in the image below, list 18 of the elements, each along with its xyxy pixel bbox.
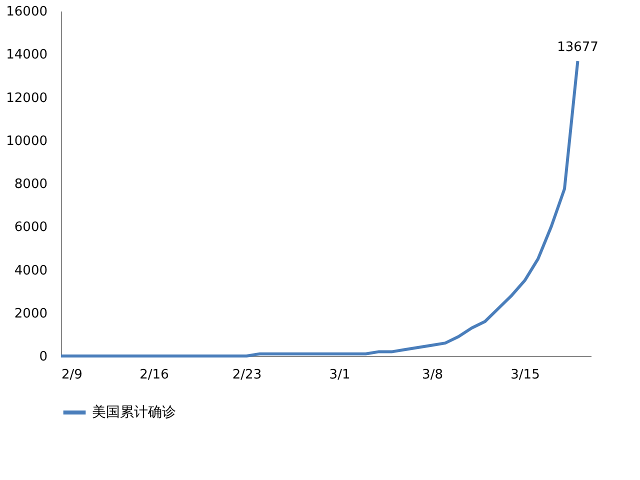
x-tick-label: 3/15 bbox=[510, 368, 540, 382]
y-tick-label: 2000 bbox=[14, 306, 48, 322]
y-tick-label: 14000 bbox=[6, 48, 48, 63]
y-tick-label: 12000 bbox=[6, 90, 48, 106]
y-tick-label: 8000 bbox=[14, 177, 48, 192]
line-series bbox=[60, 60, 580, 358]
x-tick-label: 2/16 bbox=[140, 368, 169, 382]
legend-label: 美国累计确诊 bbox=[92, 404, 176, 420]
y-tick-label: 0 bbox=[39, 350, 48, 364]
y-tick-label: 10000 bbox=[6, 134, 48, 149]
data-label: 13677 bbox=[557, 40, 598, 56]
x-tick-label: 2/9 bbox=[62, 368, 82, 382]
x-tick-label: 2/23 bbox=[232, 368, 262, 382]
y-tick-label: 6000 bbox=[14, 220, 48, 236]
y-tick-label: 16000 bbox=[6, 4, 48, 20]
x-tick-label: 3/8 bbox=[422, 368, 443, 382]
x-tick-label: 3/1 bbox=[329, 368, 350, 382]
y-tick-label: 4000 bbox=[14, 263, 48, 278]
